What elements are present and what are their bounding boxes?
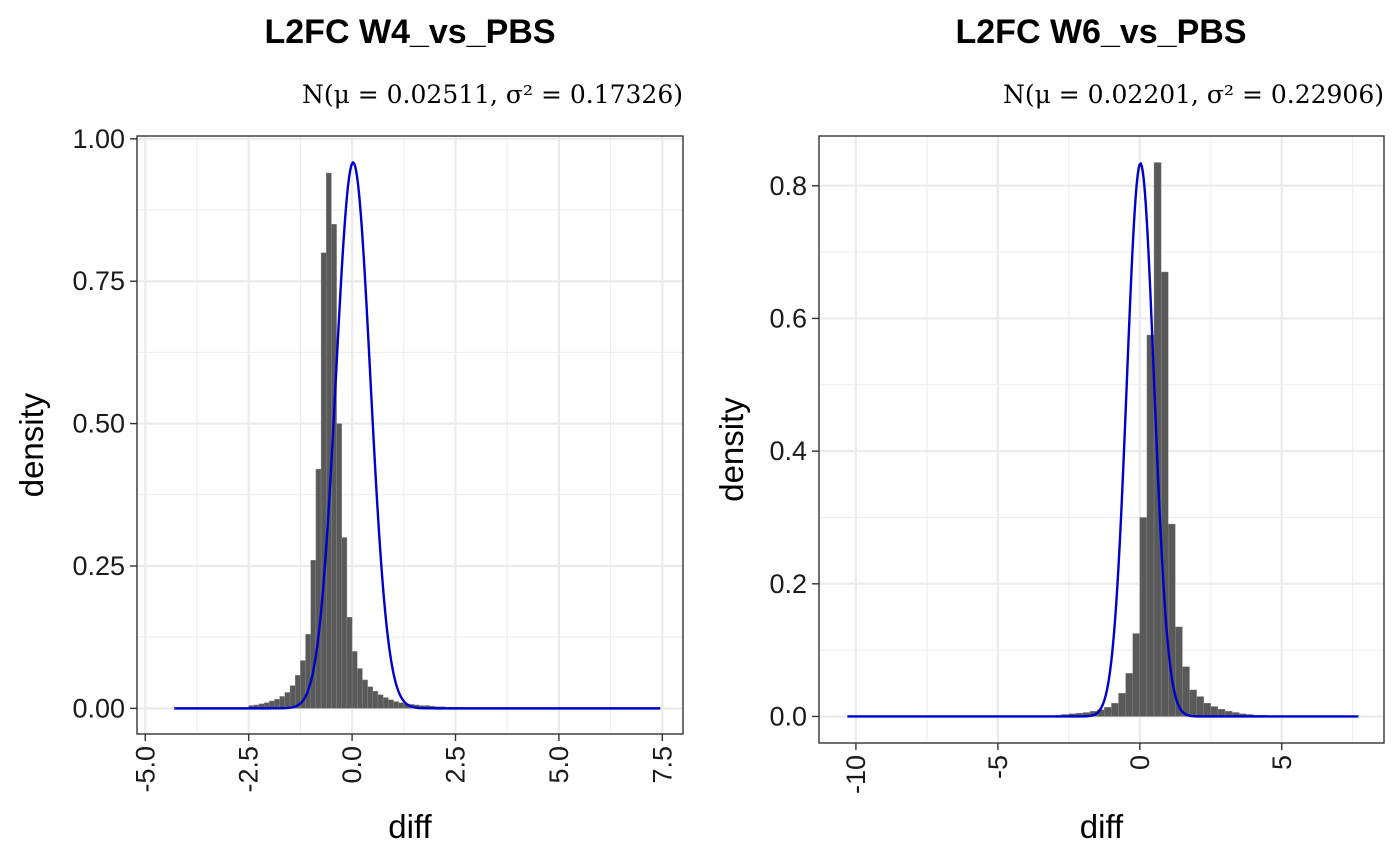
x-tick-label: -10 (841, 755, 871, 794)
y-tick-label: 0.25 (72, 551, 125, 581)
y-tick-label: 0.6 (769, 303, 807, 333)
chart-subtitle: N(μ = 0.02201, σ² = 0.22906) (1003, 80, 1384, 109)
y-tick-label: 1.00 (72, 124, 125, 154)
y-tick-label: 0.8 (769, 171, 807, 201)
histogram-bar (284, 692, 291, 709)
histogram-bar (1146, 334, 1155, 717)
histogram-bar (398, 702, 404, 709)
histogram-bar (372, 691, 379, 709)
histogram-bar (357, 668, 363, 709)
x-tick-label: 5 (1267, 755, 1297, 770)
histogram-bar (341, 537, 348, 709)
histogram-bar (326, 172, 332, 709)
histogram-bar (1125, 673, 1133, 717)
histogram-bar (1104, 706, 1112, 717)
histogram-bar (274, 699, 280, 709)
histogram-bar (382, 697, 389, 709)
chart-title: L2FC W4_vs_PBS (265, 13, 556, 51)
histogram-bar (377, 694, 384, 709)
histogram-bar (279, 696, 286, 709)
histogram-bar (1182, 666, 1190, 717)
histogram-bar (320, 252, 327, 709)
y-axis-label: density (713, 397, 750, 502)
histogram-bar (1139, 517, 1148, 717)
histogram-bar (1203, 702, 1212, 717)
x-tick-label: -2.5 (234, 746, 264, 793)
histogram-bar (1118, 693, 1126, 717)
y-tick-label: 0.2 (769, 569, 807, 599)
histogram-bar (1132, 633, 1141, 717)
histogram-bar (351, 651, 358, 709)
normal-density-curve (174, 160, 661, 710)
chart-subtitle: N(μ = 0.02511, σ² = 0.17326) (302, 80, 683, 109)
x-tick-label: 7.5 (647, 746, 677, 784)
histogram-bar (310, 560, 317, 709)
y-tick-label: 0.50 (72, 409, 125, 439)
x-tick-label: -5.0 (130, 746, 160, 793)
y-tick-label: 0.4 (769, 436, 807, 466)
histogram-bar (346, 617, 353, 709)
x-tick-label: 0.0 (337, 746, 367, 784)
chart-panel-2: 0.0 0.2 0.4 0.6 0.8 -10 -5 0 5 L2FC W6_vs_PBS N(μ … (713, 13, 1385, 845)
histogram-bar (388, 699, 394, 709)
histogram-bar (336, 423, 342, 709)
plot-border (136, 135, 684, 735)
x-tick-label: -5 (983, 755, 1013, 779)
x-tick-label: 0 (1125, 755, 1155, 770)
chart-panel-1: 0.00 0.25 0.50 0.75 1.00 -5.0 -2.5 0.0 2.5 5.0 7.5… (13, 13, 684, 845)
plot-background (819, 136, 1384, 743)
plot-background (137, 136, 683, 734)
histogram-bar (367, 686, 373, 709)
x-axis-label: diff (1080, 808, 1124, 845)
y-axis-label: density (13, 392, 50, 497)
y-tick-label: 0.75 (72, 266, 125, 296)
histogram-bar (289, 685, 296, 709)
histogram-bar (1160, 271, 1169, 717)
y-tick-label: 0.0 (769, 701, 807, 731)
histogram-bar (1210, 706, 1219, 717)
chart-title: L2FC W6_vs_PBS (956, 13, 1247, 51)
plot-border (818, 135, 1385, 744)
x-axis-label: diff (388, 808, 432, 845)
histogram-bar (315, 468, 322, 709)
histogram-bar (393, 701, 399, 709)
y-tick-label: 0.00 (72, 693, 125, 723)
histogram-bar (1196, 696, 1204, 717)
normal-density-curve (847, 161, 1359, 718)
x-tick-label: 5.0 (544, 746, 574, 784)
histogram-bar (1189, 689, 1197, 717)
x-tick-label: 2.5 (441, 746, 471, 784)
histogram-bar (362, 679, 368, 709)
histogram-bar (1168, 523, 1176, 717)
histogram-bar (1111, 702, 1119, 717)
